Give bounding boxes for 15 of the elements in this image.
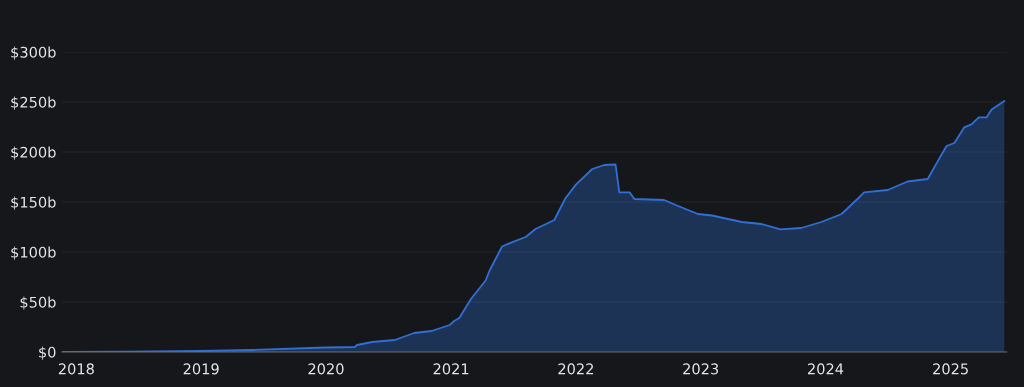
y-tick-label: $250b: [11, 96, 56, 110]
x-tick-label: 2022: [558, 363, 593, 375]
y-tick-label: $200b: [11, 146, 56, 160]
y-tick-label: $150b: [11, 196, 56, 210]
y-tick-label: $50b: [20, 296, 56, 310]
y-tick-label: $0: [39, 346, 56, 360]
x-tick-label: 2018: [58, 363, 94, 375]
x-tick-label: 2023: [683, 363, 719, 375]
x-tick-label: 2024: [808, 363, 844, 375]
x-tick-label: 2019: [183, 363, 219, 375]
y-tick-label: $300b: [11, 46, 56, 60]
x-tick-label: 2021: [433, 363, 469, 375]
x-tick-label: 2025: [933, 363, 968, 375]
y-tick-label: $100b: [11, 246, 56, 260]
x-tick-label: 2020: [308, 363, 344, 375]
